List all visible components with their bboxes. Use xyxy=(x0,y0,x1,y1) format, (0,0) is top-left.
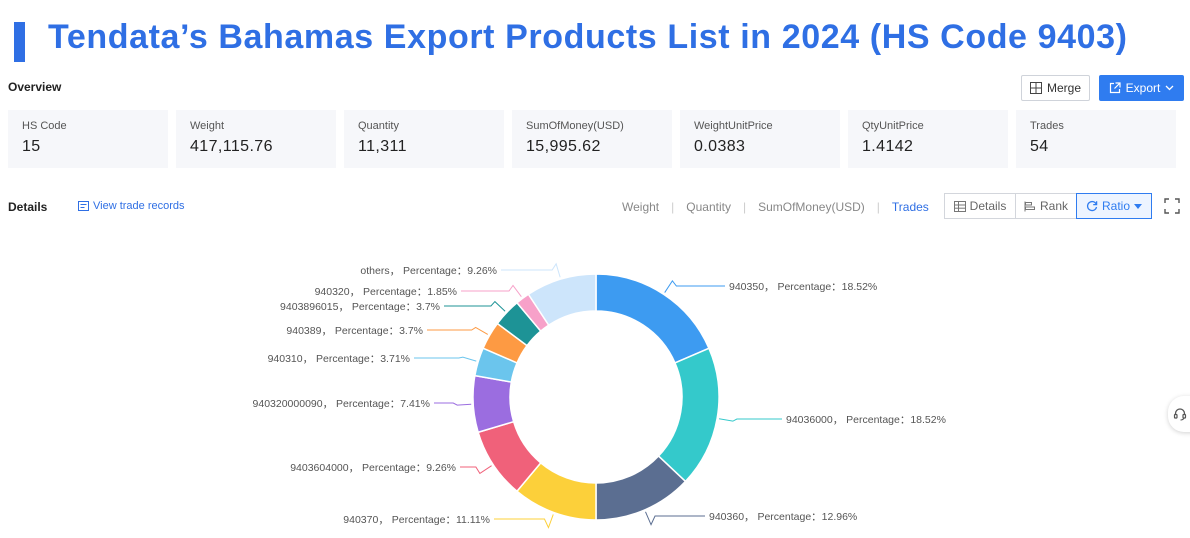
slice-label-9403896015: 9403896015， Percentage：3.7% xyxy=(280,301,440,313)
chevron-down-icon xyxy=(1165,85,1174,91)
slice-label-940350: 940350， Percentage：18.52% xyxy=(729,281,877,293)
tab-quantity[interactable]: Quantity xyxy=(686,200,731,214)
slice-label-940370: 940370， Percentage：11.11% xyxy=(343,514,490,526)
metric-tabs: Weight | Quantity | SumOfMoney(USD) | Tr… xyxy=(622,200,929,214)
records-icon xyxy=(78,201,89,211)
tab-details-label: Details xyxy=(969,199,1007,213)
slice-label-others: others， Percentage：9.26% xyxy=(360,265,497,277)
stat-quantity: Quantity 11,311 xyxy=(344,110,504,168)
stat-weight: Weight 417,115.76 xyxy=(176,110,336,168)
overview-heading: Overview xyxy=(8,80,62,94)
stat-value: 1.4142 xyxy=(862,138,914,155)
merge-icon xyxy=(1029,82,1042,94)
tab-rank-view[interactable]: Rank xyxy=(1015,193,1077,219)
table-icon xyxy=(953,200,966,212)
leader-line-940350 xyxy=(664,280,725,293)
view-trade-records-label: View trade records xyxy=(93,200,185,212)
stat-label: Quantity xyxy=(358,120,399,132)
stat-value: 15 xyxy=(22,138,41,155)
slice-label-940320000090: 940320000090， Percentage：7.41% xyxy=(253,398,430,410)
stat-hs-code: HS Code 15 xyxy=(8,110,168,168)
export-label: Export xyxy=(1125,81,1161,95)
leader-line-940389 xyxy=(427,326,489,335)
customer-support-button[interactable] xyxy=(1168,396,1190,432)
tab-rank-label: Rank xyxy=(1039,199,1068,213)
view-trade-records-link[interactable]: View trade records xyxy=(78,200,185,212)
stat-label: Weight xyxy=(190,120,225,132)
slice-label-9403604000: 9403604000， Percentage：9.26% xyxy=(290,462,456,474)
merge-button[interactable]: Merge xyxy=(1021,75,1090,101)
stat-value: 11,311 xyxy=(358,138,407,155)
donut-slice-940320000090[interactable] xyxy=(472,374,515,434)
stat-label: SumOfMoney(USD) xyxy=(526,120,624,132)
title-accent-bar xyxy=(14,22,25,62)
slice-label-94036000: 94036000， Percentage：18.52% xyxy=(786,414,946,426)
donut-slice-94036000[interactable] xyxy=(657,347,720,483)
tab-ratio-view[interactable]: Ratio xyxy=(1076,193,1152,219)
bar-rank-icon xyxy=(1024,201,1035,211)
leader-line-940310 xyxy=(414,356,477,362)
stat-value: 54 xyxy=(1030,138,1049,155)
donut-slice-others[interactable] xyxy=(527,273,597,327)
slice-label-940310: 940310， Percentage：3.71% xyxy=(268,353,410,365)
slice-label-940320: 940320， Percentage：1.85% xyxy=(315,286,457,298)
stat-label: WeightUnitPrice xyxy=(694,120,773,132)
merge-label: Merge xyxy=(1046,81,1081,95)
page-title: Tendata’s Bahamas Export Products List i… xyxy=(48,18,1128,56)
headset-icon xyxy=(1173,408,1187,421)
tab-divider: | xyxy=(671,200,675,214)
leader-line-940320000090 xyxy=(434,402,472,406)
leader-line-others xyxy=(501,262,561,278)
details-heading: Details xyxy=(8,200,48,214)
view-mode-tabs: Details Rank Ratio xyxy=(944,193,1152,219)
leader-line-940370 xyxy=(494,514,554,529)
stat-value: 15,995.62 xyxy=(526,138,601,155)
leader-line-940320 xyxy=(461,284,522,298)
tab-sum-of-money[interactable]: SumOfMoney(USD) xyxy=(758,200,865,214)
export-icon xyxy=(1109,82,1121,94)
slice-label-940389: 940389， Percentage：3.7% xyxy=(286,325,423,337)
stat-trades: Trades 54 xyxy=(1016,110,1176,168)
tab-divider: | xyxy=(742,200,747,214)
stat-label: HS Code xyxy=(22,120,67,132)
leader-line-940360 xyxy=(645,511,705,526)
export-button[interactable]: Export xyxy=(1099,75,1184,101)
tab-trades[interactable]: Trades xyxy=(891,200,929,214)
slice-label-940360: 940360， Percentage：12.96% xyxy=(709,511,857,523)
stat-sum-of-money: SumOfMoney(USD) 15,995.62 xyxy=(512,110,672,168)
stat-weight-unit-price: WeightUnitPrice 0.0383 xyxy=(680,110,840,168)
stat-label: Trades xyxy=(1030,120,1064,132)
tab-weight[interactable]: Weight xyxy=(622,200,660,214)
leader-line-9403604000 xyxy=(460,465,492,475)
overview-stats: HS Code 15 Weight 417,115.76 Quantity 11… xyxy=(8,110,1176,168)
leader-line-9403896015 xyxy=(444,300,506,312)
refresh-ratio-icon xyxy=(1086,200,1098,212)
donut-slice-940350[interactable] xyxy=(595,273,710,364)
stat-qty-unit-price: QtyUnitPrice 1.4142 xyxy=(848,110,1008,168)
tab-ratio-label: Ratio xyxy=(1101,199,1130,213)
stat-value: 417,115.76 xyxy=(190,138,273,155)
tab-details-view[interactable]: Details xyxy=(944,193,1016,219)
caret-down-icon xyxy=(1134,203,1142,209)
stat-label: QtyUnitPrice xyxy=(862,120,924,132)
stat-value: 0.0383 xyxy=(694,138,746,155)
fullscreen-icon[interactable] xyxy=(1164,198,1180,214)
leader-line-94036000 xyxy=(719,418,782,422)
tab-divider: | xyxy=(876,200,880,214)
